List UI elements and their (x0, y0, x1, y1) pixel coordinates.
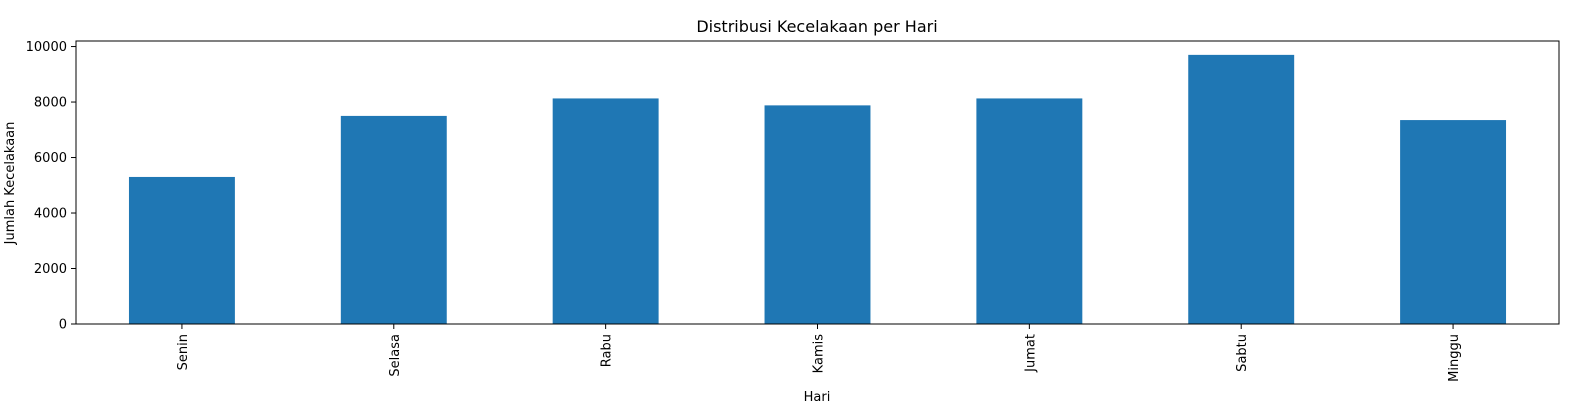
x-tick-label: Minggu (1447, 334, 1462, 382)
bar-kamis (764, 105, 871, 325)
chart-title: Distribusi Kecelakaan per Hari (696, 17, 937, 36)
y-tick-label: 0 (59, 318, 67, 333)
bar-minggu (1400, 120, 1507, 324)
y-tick-label: 10000 (26, 40, 67, 55)
x-tick-label: Jumat (1023, 334, 1038, 373)
bar-sabtu (1188, 54, 1295, 324)
plot-frame (75, 40, 1560, 325)
y-tick-label: 6000 (34, 151, 67, 166)
bars-group (128, 54, 1507, 325)
x-axis-label: Hari (804, 390, 831, 405)
x-tick-label: Selasa (388, 334, 403, 377)
x-tick-label: Senin (176, 334, 191, 370)
bar-senin (128, 176, 235, 324)
y-tick-label: 4000 (34, 207, 67, 222)
x-tick-label: Kamis (812, 334, 827, 374)
y-axis-ticks: 0 2000 4000 6000 8000 10000 (26, 40, 76, 333)
y-tick-label: 2000 (34, 262, 67, 277)
x-tick-label: Sabtu (1235, 334, 1250, 372)
x-axis-ticks: Senin Selasa Rabu Kamis Jumat Sabtu Minggu (176, 324, 1462, 382)
bar-rabu (552, 98, 659, 325)
bar-jumat (976, 98, 1083, 325)
y-tick-label: 8000 (34, 96, 67, 111)
bar-selasa (340, 115, 447, 324)
x-tick-label: Rabu (600, 334, 615, 367)
y-axis-label: Jumlah Kecelakaan (3, 122, 18, 246)
